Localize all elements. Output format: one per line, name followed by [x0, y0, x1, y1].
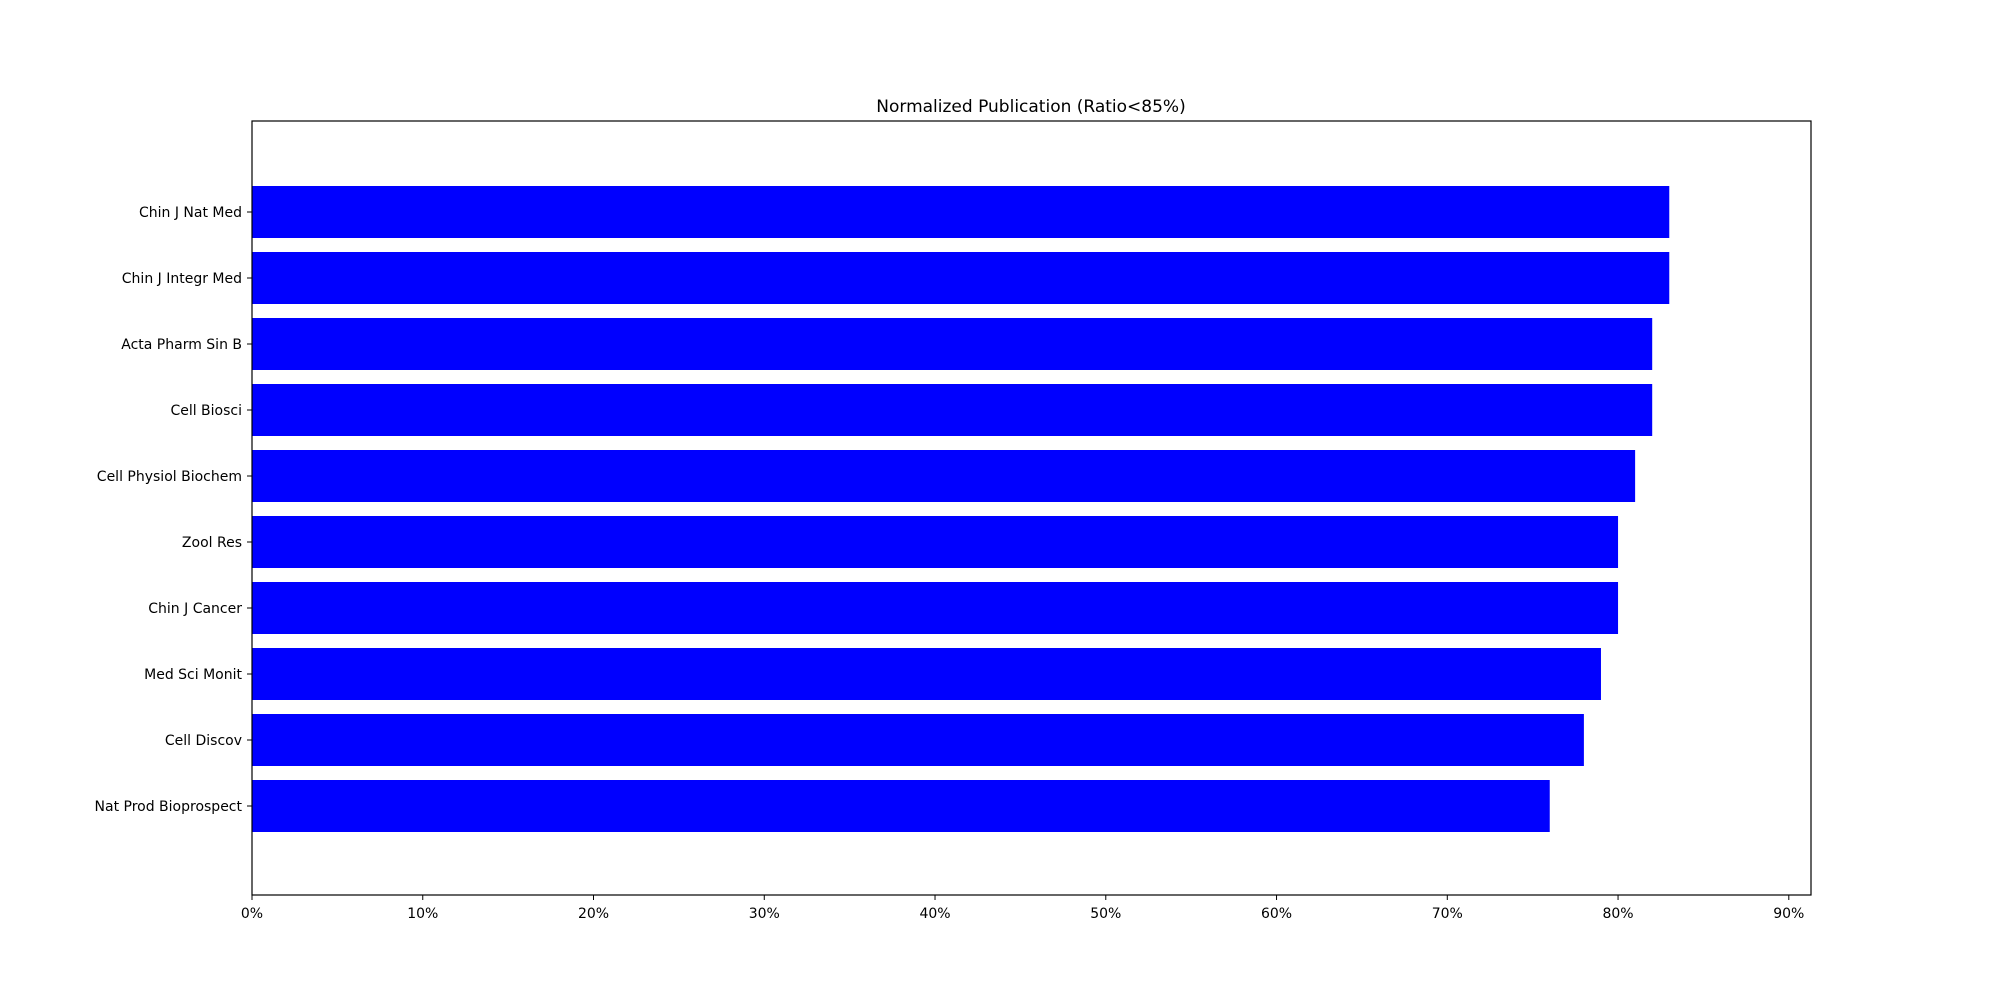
y-tick-label: Cell Biosci — [170, 403, 242, 419]
x-tick-label: 90% — [1773, 906, 1804, 922]
plot-frame — [251, 120, 1812, 896]
y-tick-label: Acta Pharm Sin B — [121, 337, 242, 353]
bars-group — [252, 186, 1670, 832]
x-axis-ticks: 0% 10% 20% 30% 40% 50% 60% 70% 80% 90% — [241, 895, 1804, 922]
y-tick-label: Chin J Nat Med — [139, 205, 242, 221]
bar — [252, 384, 1653, 436]
x-tick-label: 80% — [1602, 906, 1633, 922]
x-tick-label: 0% — [241, 906, 263, 922]
x-tick-label: 50% — [1090, 906, 1121, 922]
y-tick-label: Chin J Cancer — [148, 601, 242, 617]
x-tick-label: 40% — [919, 906, 950, 922]
y-axis-labels: Chin J Nat Med Chin J Integr Med Acta Phar… — [95, 205, 252, 815]
bar — [252, 780, 1550, 832]
bar — [252, 648, 1601, 700]
bar — [252, 714, 1584, 766]
bar — [252, 252, 1670, 304]
y-tick-label: Cell Discov — [165, 733, 242, 749]
bar — [252, 450, 1636, 502]
y-tick-label: Zool Res — [182, 535, 242, 551]
x-tick-label: 70% — [1432, 906, 1463, 922]
x-tick-label: 10% — [407, 906, 438, 922]
bar — [252, 186, 1670, 238]
y-tick-label: Chin J Integr Med — [122, 271, 242, 287]
y-tick-label: Med Sci Monit — [144, 667, 242, 683]
x-tick-label: 60% — [1261, 906, 1292, 922]
bar — [252, 516, 1619, 568]
bar — [252, 582, 1619, 634]
bar — [252, 318, 1653, 370]
x-tick-label: 20% — [578, 906, 609, 922]
x-tick-label: 30% — [749, 906, 780, 922]
chart-title: Normalized Publication (Ratio<85%) — [876, 97, 1185, 117]
y-tick-label: Nat Prod Bioprospect — [95, 799, 243, 815]
y-tick-label: Cell Physiol Biochem — [97, 469, 242, 485]
